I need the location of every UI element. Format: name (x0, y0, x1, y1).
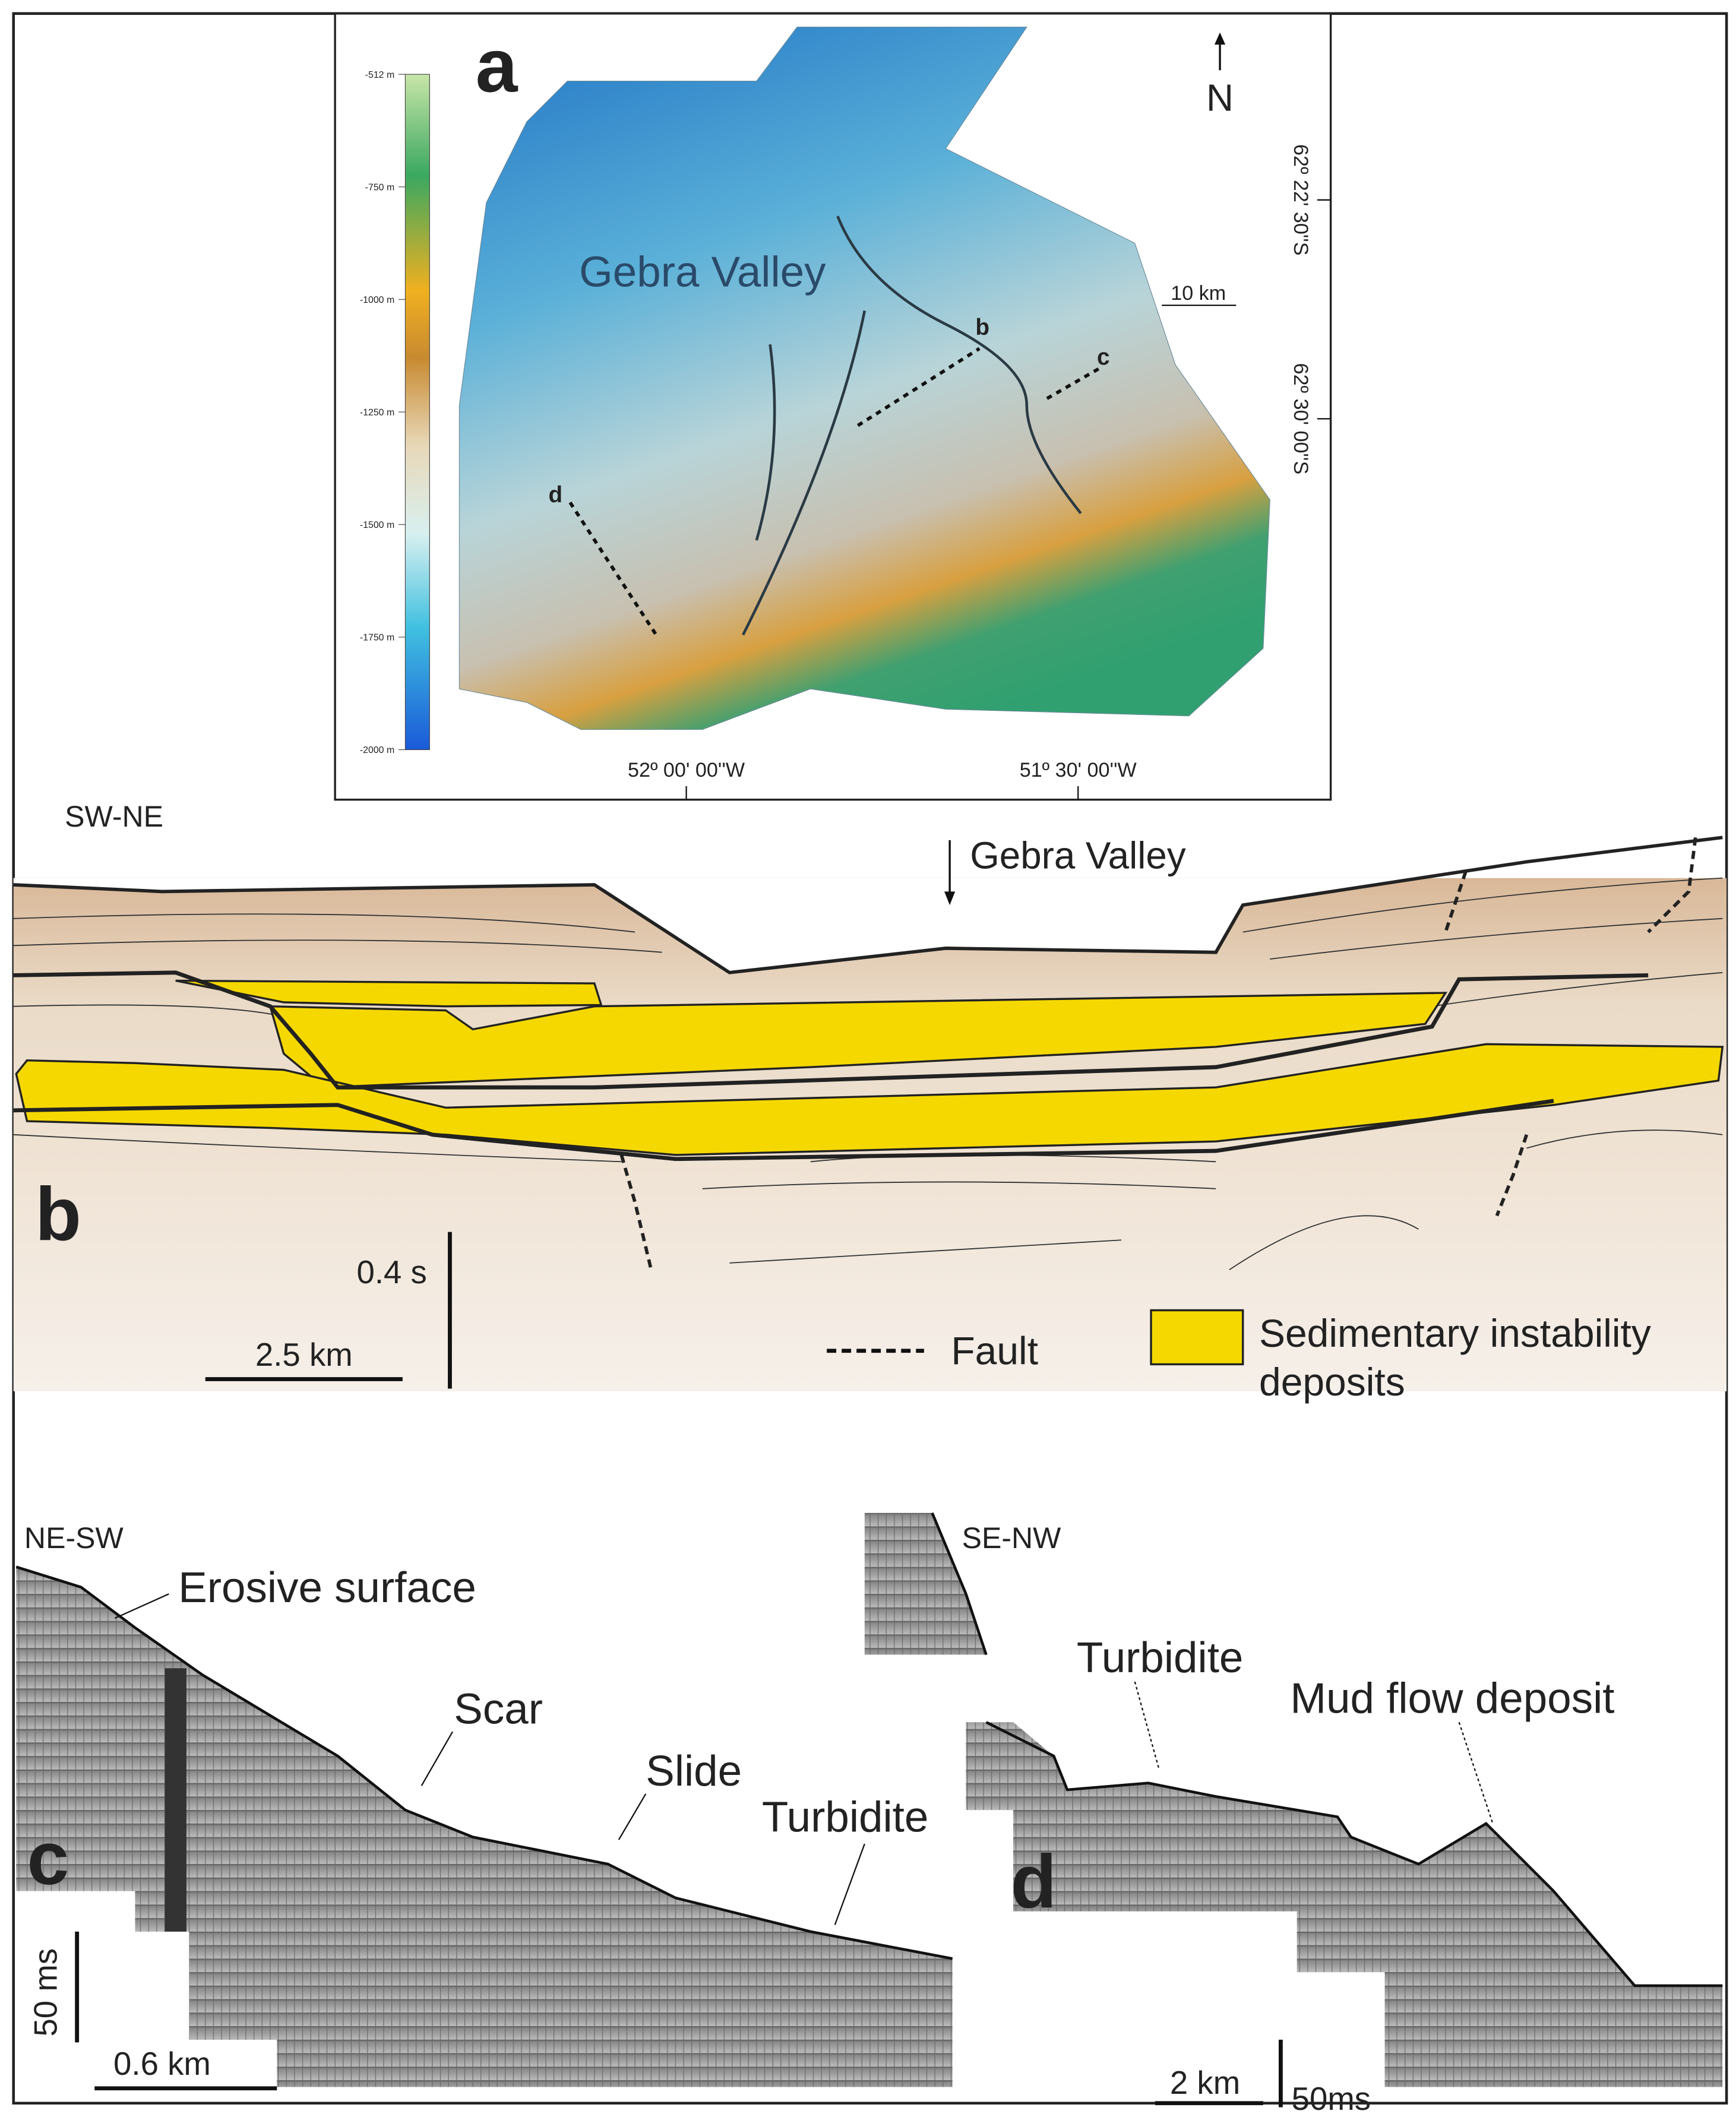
colorbar-ticks: -512 m -750 m -1000 m -1250 m -1500 m -1750 m… (360, 70, 406, 755)
seafloor (13, 836, 1723, 974)
profile-orientation: SW-NE (65, 800, 163, 833)
deposit-legend-label: deposits (1259, 1360, 1405, 1404)
deposit-legend-label: Sedimentary instability (1259, 1311, 1651, 1355)
distance-scale-label: 0.6 km (113, 2046, 211, 2082)
colorbar-tick-label: -2000 m (360, 745, 394, 755)
annotation-arrow (618, 1793, 647, 1840)
north-arrow-head (1214, 32, 1226, 45)
annotation-arrow (834, 1843, 865, 1925)
colorbar-tick-label: -750 m (365, 182, 395, 192)
annotation-arrow (1458, 1721, 1494, 1824)
panel-label: a (476, 24, 518, 108)
profile-label: b (975, 315, 989, 340)
instability-deposit (175, 979, 603, 1008)
annotation: Mud flow deposit (1290, 1674, 1614, 1722)
time-scale-label: 50ms (1292, 2081, 1371, 2114)
seafloor (15, 1565, 953, 1960)
panel-label: b (35, 1172, 81, 1256)
profile-label: d (549, 482, 563, 508)
profile-line (856, 347, 981, 427)
bathymetry-map (458, 26, 1270, 730)
annotation: Erosive surface (178, 1564, 476, 1612)
valley-arrow-head (944, 891, 956, 906)
profile-orientation: SE-NW (962, 1521, 1062, 1555)
place-label: Gebra Valley (970, 835, 1186, 877)
longitude-label: 51º 30' 00''W (1020, 759, 1137, 781)
annotation-arrow (420, 1731, 454, 1786)
water-column (13, 837, 1723, 973)
latitude-label: 62º 30' 00''S (1289, 363, 1312, 474)
deposit-legend-symbol (1150, 1309, 1244, 1366)
annotation-arrow (114, 1593, 169, 1619)
time-scale-label: 0.4 s (357, 1254, 427, 1290)
colorbar-tick-label: -1500 m (360, 520, 394, 530)
panel-label: d (1010, 1839, 1057, 1923)
subbottom-profile (16, 1566, 953, 2087)
latitude-label: 62º 22' 30''S (1289, 144, 1312, 256)
subbottom-profile (864, 1512, 1723, 2087)
unit-boundary (13, 970, 1649, 1162)
reflectors (13, 877, 1723, 1271)
profile-line (568, 501, 660, 639)
seafloor (931, 1512, 1723, 1988)
annotation: Slide (646, 1747, 742, 1795)
annotation-arrow (1134, 1681, 1160, 1770)
distance-scale-label: 2.5 km (255, 1337, 353, 1373)
distance-scale-label: 2 km (1170, 2065, 1240, 2101)
profile-label: c (1097, 344, 1110, 370)
colorbar-tick-label: -512 m (365, 70, 395, 80)
panel-label: c (27, 1816, 69, 1900)
instability-deposit (15, 1043, 1724, 1156)
fault-legend-label: Fault (951, 1328, 1038, 1372)
profile-orientation: NE-SW (24, 1521, 124, 1555)
profile-noise (165, 1668, 186, 1932)
colorbar-tick-label: -1250 m (360, 408, 394, 418)
colorbar-tick-label: -1000 m (360, 295, 394, 305)
colorbar-tick-label: -1750 m (360, 633, 394, 643)
annotation: Scar (454, 1685, 543, 1733)
time-scale-label: 50 ms (28, 1948, 64, 2037)
valley-channels (742, 216, 1082, 636)
colorbar (404, 74, 430, 751)
annotation: Turbidite (762, 1793, 928, 1841)
place-label: Gebra Valley (579, 248, 826, 296)
longitude-label: 52º 00' 00''W (628, 759, 745, 781)
map-scale-label: 10 km (1171, 282, 1226, 305)
fault-trace (619, 837, 1697, 1270)
north-label: N (1206, 77, 1234, 119)
annotation: Turbidite (1077, 1634, 1243, 1682)
